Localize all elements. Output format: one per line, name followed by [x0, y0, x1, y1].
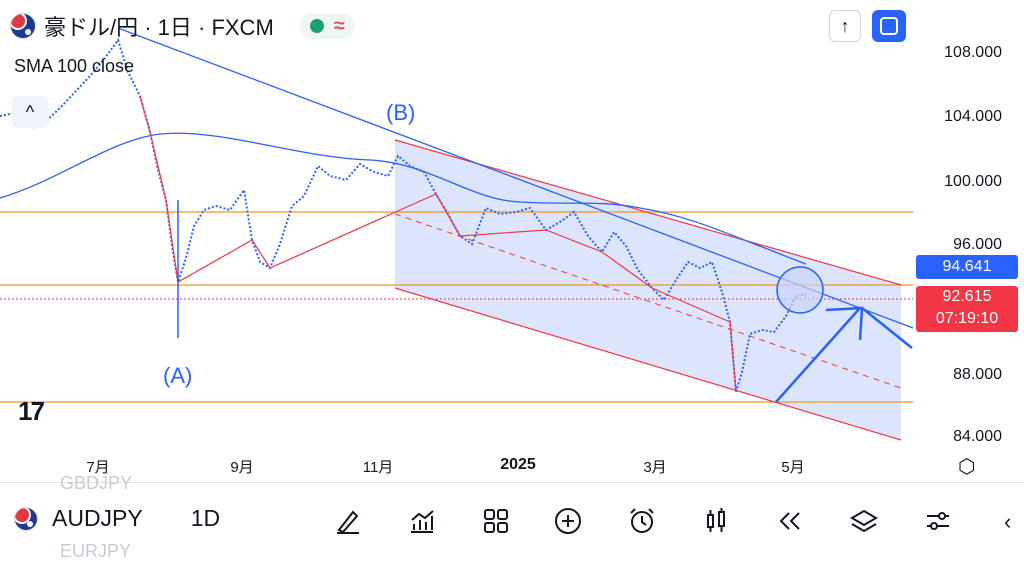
tradingview-logo: 17	[18, 396, 45, 426]
channel-lower-line	[394, 287, 902, 441]
next-symbol-ghost: EURJPY	[60, 541, 132, 561]
candles-icon[interactable]	[698, 503, 734, 539]
time-axis-label: 7月	[86, 459, 110, 476]
time-axis-label: 3月	[643, 459, 667, 476]
frame-icon	[880, 17, 898, 35]
price-axis-label: 100.000	[944, 173, 1002, 190]
data-status-wave-icon: ≈	[333, 15, 345, 37]
time-axis-label: 9月	[230, 459, 254, 476]
replay-icon[interactable]	[772, 503, 808, 539]
drawing-pen-icon[interactable]	[330, 503, 366, 539]
time-axis-label: 2025	[500, 456, 536, 473]
forecast-arrow-up	[775, 307, 861, 403]
price-axis-label: 104.000	[944, 108, 1002, 125]
last-price-value: 92.615	[942, 288, 992, 305]
chart-settings-hex-icon[interactable]: ⬡	[958, 456, 976, 478]
sma-indicator-label[interactable]: SMA 100 close	[14, 56, 135, 76]
layers-icon[interactable]	[846, 503, 882, 539]
plus-circle-icon[interactable]	[550, 503, 586, 539]
sma-price-tag: 94.641	[916, 255, 1018, 279]
chart-header: 豪ドル/円 · 1日 · FXCM ≈	[10, 10, 355, 42]
forecast-arrow-down	[861, 307, 913, 349]
price-candles	[0, 37, 807, 393]
market-status-pill[interactable]: ≈	[299, 13, 355, 39]
price-axis-label: 84.000	[953, 428, 1002, 445]
regression-channel-fill	[395, 140, 901, 440]
interval-selector[interactable]: 1D	[190, 505, 221, 531]
symbol-title[interactable]: 豪ドル/円 · 1日 · FXCM	[44, 15, 274, 40]
price-axis-label: 88.000	[953, 366, 1002, 383]
label-a: (A)	[163, 363, 192, 388]
time-axis-label: 11月	[362, 459, 394, 476]
chart-area[interactable]: (A) (B) 豪ドル/円 · 1日 · FXCM ≈ SMA 100 clos…	[0, 0, 1024, 480]
time-axis-label: 5月	[781, 459, 805, 476]
collapse-indicators-button[interactable]: ^	[12, 96, 48, 128]
grid-icon[interactable]	[478, 503, 514, 539]
chevron-left-icon[interactable]: ‹	[1004, 509, 1012, 534]
symbol-switcher[interactable]: AUDJPY 1D	[14, 505, 220, 532]
price-candles-down	[139, 95, 737, 393]
channel-middle-line	[394, 213, 902, 389]
symbol-name[interactable]: AUDJPY	[52, 505, 143, 531]
indicators-icon[interactable]	[404, 503, 440, 539]
scroll-up-button[interactable]: ↑	[829, 10, 861, 42]
sma-line	[0, 132, 807, 265]
price-axis-label: 108.000	[944, 44, 1002, 61]
settings-sliders-icon[interactable]	[920, 503, 956, 539]
bottom-toolbar: GBDJPY AUDJPY 1D EURJPY ‹	[0, 473, 1024, 577]
highlight-circle	[776, 266, 824, 314]
australia-flag-icon	[10, 13, 36, 39]
australia-flag-icon	[14, 506, 38, 531]
market-open-dot-icon	[309, 19, 324, 33]
fullscreen-button[interactable]	[872, 10, 906, 42]
last-price-tag: 92.615 07:19:10	[916, 286, 1018, 332]
price-axis-label: 96.000	[953, 236, 1002, 253]
bar-countdown: 07:19:10	[935, 310, 999, 327]
prev-symbol-ghost: GBDJPY	[60, 473, 133, 493]
label-b: (B)	[386, 100, 415, 125]
alarm-icon[interactable]	[624, 503, 660, 539]
price-chart[interactable]: (A) (B)	[0, 0, 1024, 480]
